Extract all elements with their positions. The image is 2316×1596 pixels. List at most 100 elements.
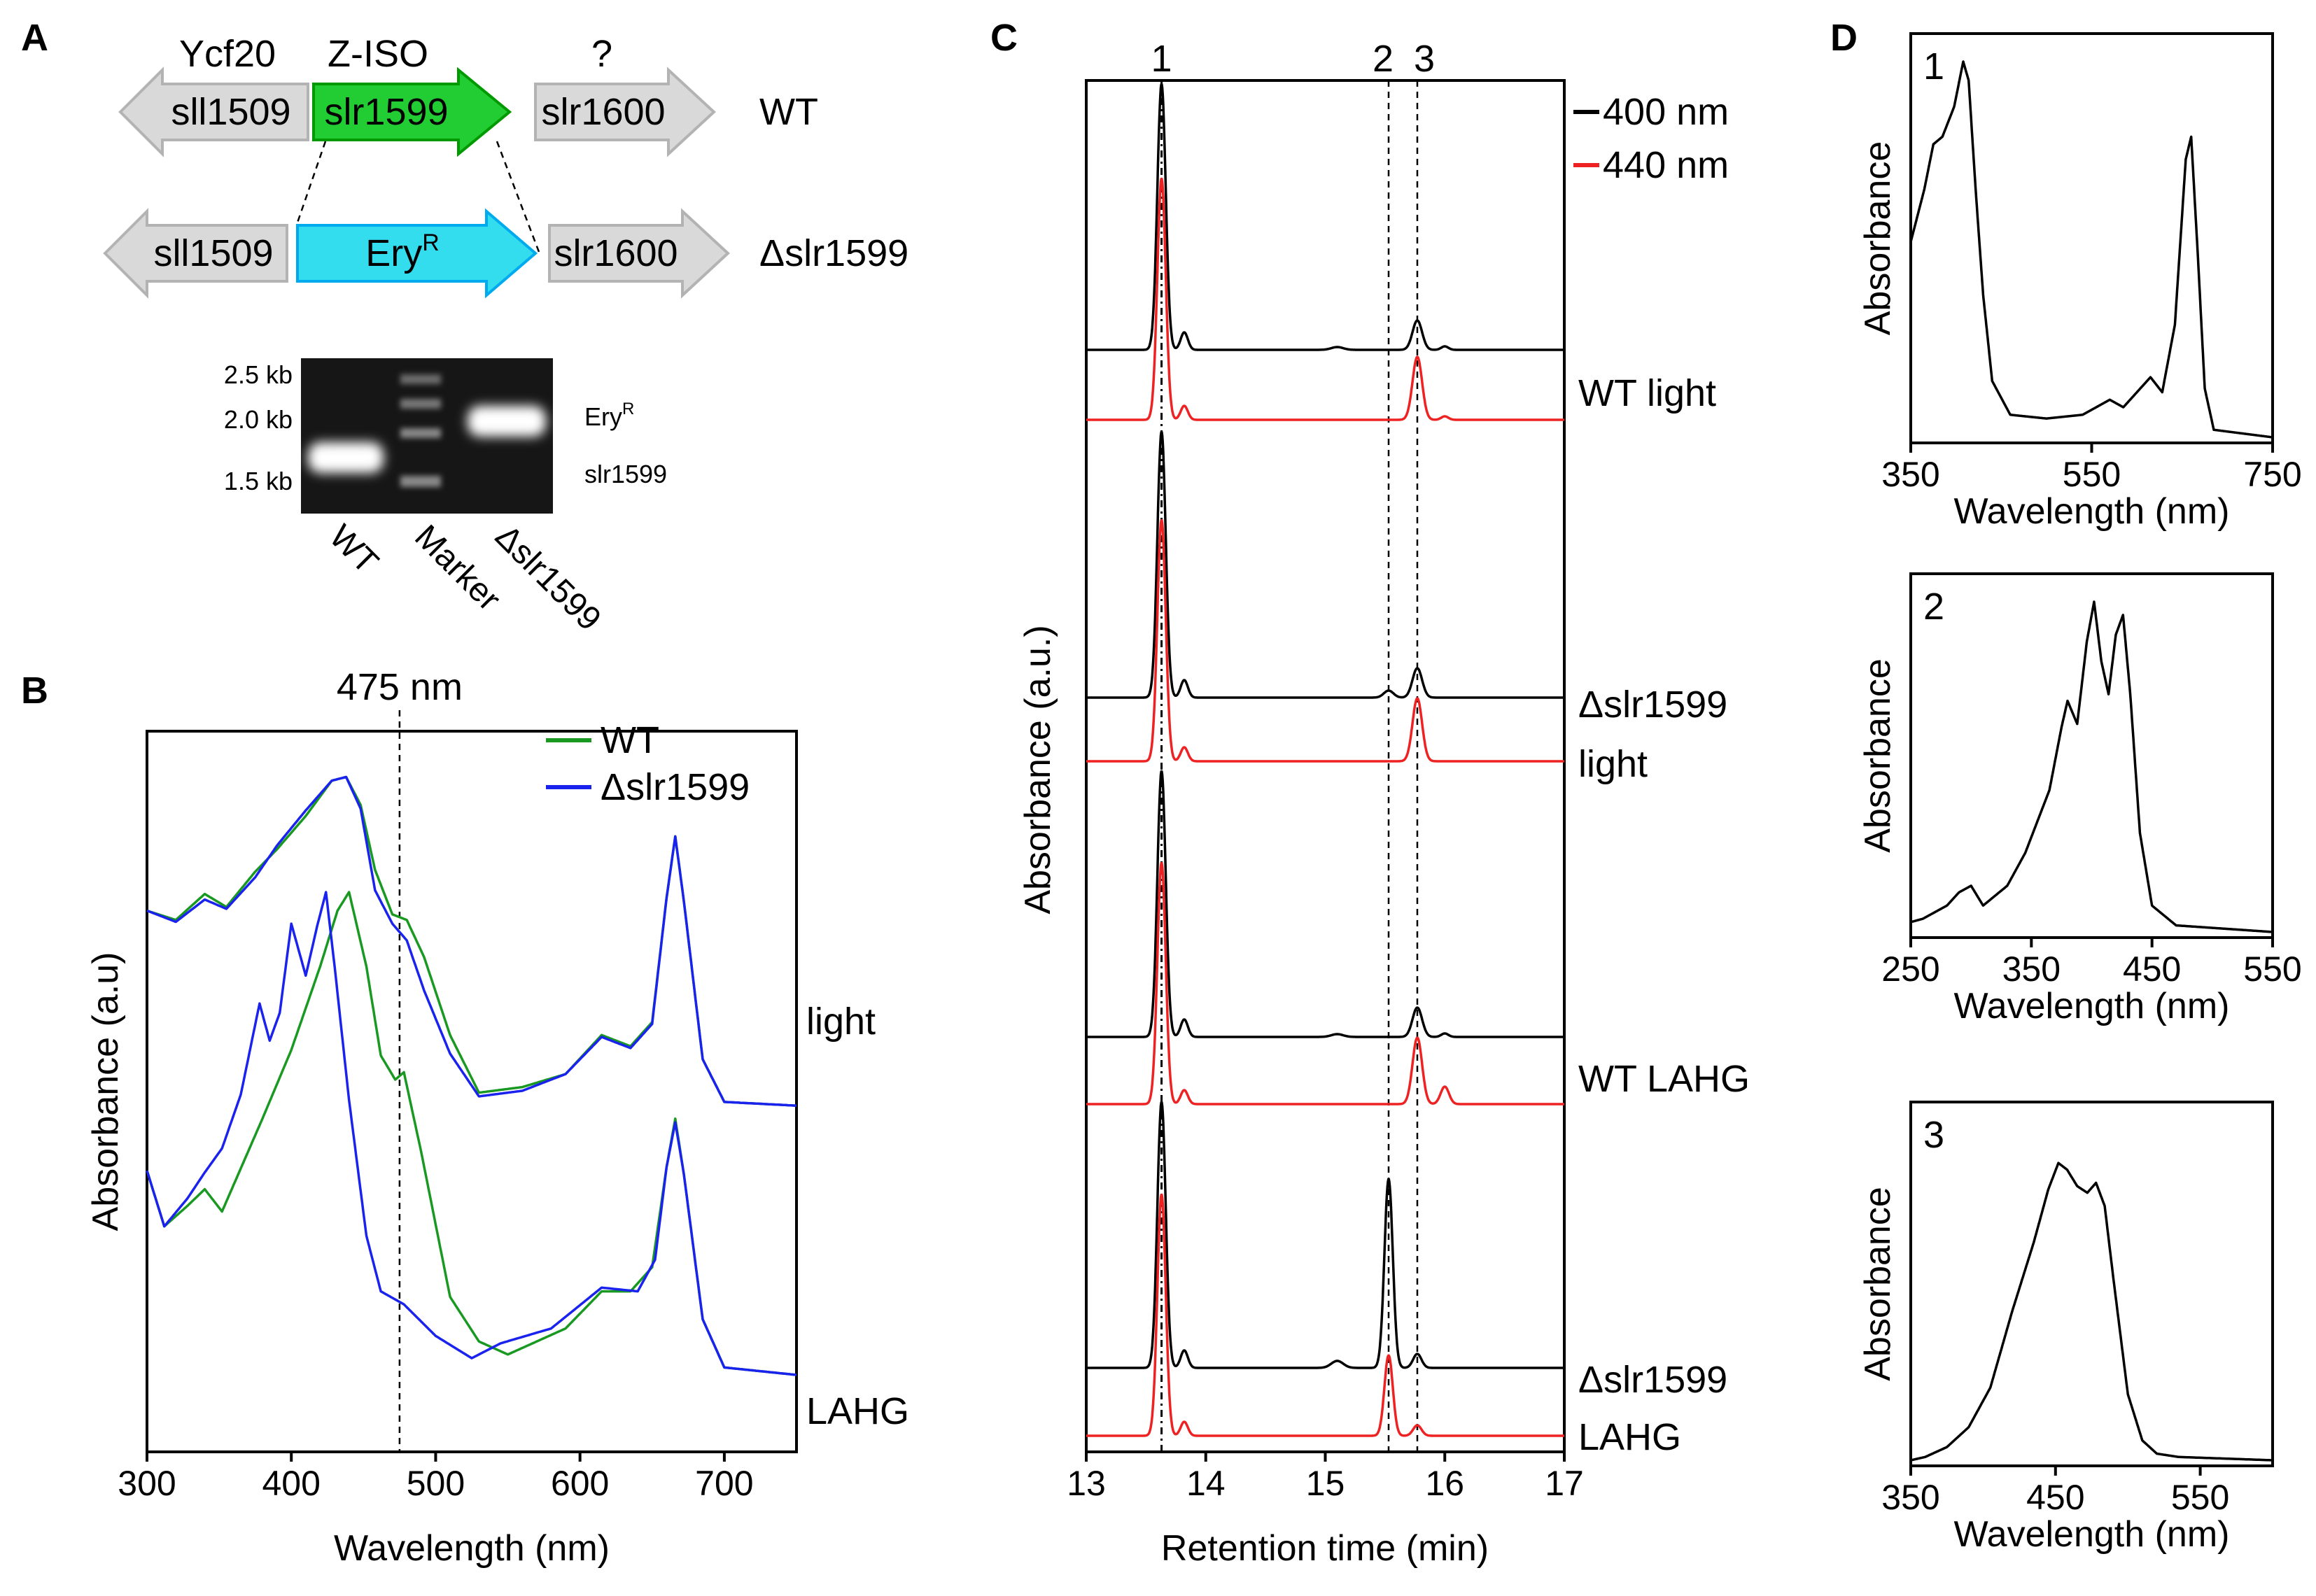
panel-b-y-title: Absorbance (a.u) [85,952,126,1231]
d2-x-title: Wavelength (nm) [1954,986,2230,1026]
legend-label-440nm: 440 nm [1603,144,1729,186]
panel-letter-d: D [1830,17,1858,59]
panel-letter-a: A [21,17,48,59]
marker-band [400,428,441,438]
d3-x-axis: 350 450 550 [1881,1466,2229,1517]
gene-label-slr1599: slr1599 [324,91,448,133]
gene-label-eryr: EryR [365,229,440,274]
marker-band [400,374,441,384]
curve-mutant-light [146,775,797,1107]
gene-arrow-sll1509-mutant [103,208,288,299]
gene-label-sll1509-mutant: sll1509 [153,232,273,274]
panel-b: B 300 400 500 600 700 475 nm WT Δslr1599 lig… [21,666,909,1569]
peak-label-3: 3 [1414,38,1435,80]
d2-x-axis: 250 350 450 550 [1881,938,2302,989]
gene-label-sll1509: sll1509 [171,91,290,133]
panel-d3: 350 450 550 3 Wavelength (nm) Absorbance [1858,1101,2274,1555]
trace-label-mutant-lahg-2: LAHG [1578,1416,1681,1458]
panel-b-x-tick-label: 700 [695,1464,753,1503]
strain-label-wt: WT [759,91,818,133]
d1-label: 1 [1923,45,1944,87]
peak-label-1: 1 [1151,38,1172,80]
size-marker-1-5kb: 1.5 kb [224,467,293,495]
insertion-connector-right [496,141,540,253]
trace-wt-light-440 [1085,177,1566,421]
d2-x-tick-label: 450 [2123,949,2181,989]
legend-label-wt: WT [601,719,659,761]
panel-b-curves [146,775,797,1376]
mutant-band [468,406,546,437]
panel-d2: 250 350 450 550 2 Wavelength (nm) Absorbance [1858,572,2302,1026]
curve-wt-lahg [146,891,797,1376]
trace-label-mutant-light-2: light [1578,743,1648,785]
panel-b-frame [146,730,798,1453]
d2-label: 2 [1923,586,1944,628]
d3-x-title: Wavelength (nm) [1954,1514,2230,1555]
d1-x-axis: 350 550 750 [1881,443,2302,494]
size-marker-2-0kb: 2.0 kb [224,405,293,434]
panel-b-x-title: Wavelength (nm) [334,1528,610,1569]
d3-frame [1909,1101,2274,1467]
marker-band [400,399,441,409]
d3-label: 3 [1923,1114,1944,1156]
panel-d1: 350 550 750 1 Wavelength (nm) Absorbance [1858,32,2302,532]
panel-b-x-tick-label: 400 [262,1464,321,1503]
panel-b-x-tick-label: 300 [118,1464,176,1503]
gene-arrow-slr1599 [312,66,512,157]
panel-b-x-axis: 300 400 500 600 700 [118,1452,754,1503]
band-label-eryr: EryR [584,400,634,431]
d1-x-title: Wavelength (nm) [1954,491,2230,532]
d1-frame [1909,32,2274,444]
trace-wt-lahg-400 [1085,770,1566,1038]
curve-mutant-lahg [146,891,797,1376]
panel-letter-c: C [990,17,1018,59]
d1-x-tick-label: 750 [2243,455,2301,494]
band-label-slr1599: slr1599 [584,460,667,488]
panel-c-x-title: Retention time (min) [1161,1528,1489,1569]
wt-band [308,442,384,473]
panel-a: A Ycf20 Z-ISO ? sll1509 slr1599 slr1600 … [21,17,908,638]
gene-arrow-slr1600 [534,66,716,157]
legend-label-400nm: 400 nm [1603,91,1729,133]
gene-arrow-sll1509 [118,66,309,157]
trace-label-wt-lahg: WT LAHG [1578,1058,1750,1100]
gene-function-unknown: ? [591,33,612,75]
d2-x-tick-label: 250 [1881,949,1939,989]
panel-b-475nm-label: 475 nm [337,666,463,708]
curve-wt-light [146,775,797,1107]
d1-y-title: Absorbance [1858,141,1898,336]
d3-x-tick-label: 550 [2171,1478,2229,1517]
lane-label-wt: WT [322,518,385,581]
gene-arrow-slr1600-mutant [548,208,730,299]
size-marker-2-5kb: 2.5 kb [224,360,293,389]
lane-label-marker: Marker [407,518,507,618]
trace-label-mutant-lahg-1: Δslr1599 [1578,1359,1727,1401]
lane-label-mutant: Δslr1599 [488,518,608,637]
trace-label-lahg: LAHG [806,1390,909,1432]
trace-wt-lahg-440 [1085,861,1566,1106]
agarose-gel: 2.5 kb 2.0 kb 1.5 kb EryR slr1599 WT Mar… [224,358,667,638]
d2-x-tick-label: 550 [2243,949,2301,989]
peak-label-2: 2 [1373,38,1394,80]
gene-label-slr1600-mutant: slr1600 [554,232,678,274]
d2-frame [1909,572,2274,939]
gene-function-ziso: Z-ISO [328,33,428,75]
panel-letter-b: B [21,670,48,712]
d2-spectrum [1910,600,2273,933]
panel-c-peak-lines [1160,80,1419,1452]
strain-label-mutant: Δslr1599 [759,232,908,274]
trace-mutant-lahg-440 [1085,1193,1566,1437]
trace-wt-light-400 [1085,83,1566,351]
gene-function-ycf20: Ycf20 [179,33,276,75]
panel-c-x-tick-label: 15 [1306,1464,1345,1503]
d2-x-tick-label: 350 [2002,949,2061,989]
trace-mutant-lahg-400 [1085,1101,1566,1369]
panel-c-y-title: Absorbance (a.u.) [1018,625,1058,914]
trace-label-wt-light: WT light [1578,372,1716,414]
trace-label-light: light [806,1001,876,1043]
d1-spectrum [1909,60,2274,439]
insertion-connector-left [296,141,327,223]
